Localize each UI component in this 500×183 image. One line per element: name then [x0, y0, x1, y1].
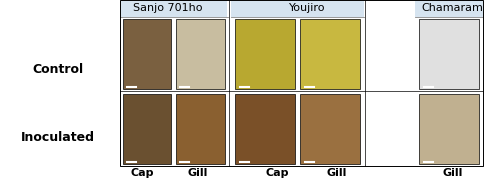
Bar [418, 19, 478, 89]
Text: Gill: Gill [442, 167, 462, 178]
FancyBboxPatch shape [231, 1, 364, 17]
Bar [122, 94, 171, 164]
Bar [300, 94, 360, 164]
Bar [176, 19, 224, 89]
Bar [235, 94, 295, 164]
Bar [122, 19, 171, 89]
Text: Control: Control [32, 63, 83, 76]
Bar [300, 19, 360, 89]
Text: Gill: Gill [188, 167, 208, 178]
Text: Chamaram: Chamaram [422, 3, 484, 13]
FancyBboxPatch shape [120, 1, 228, 17]
Text: Cap: Cap [266, 167, 289, 178]
FancyBboxPatch shape [415, 1, 482, 17]
Text: Inoculated: Inoculated [20, 131, 94, 144]
Bar [235, 19, 295, 89]
Text: Sanjo 701ho: Sanjo 701ho [133, 3, 202, 13]
Bar [418, 94, 478, 164]
Text: Gill: Gill [326, 167, 346, 178]
Bar [176, 94, 224, 164]
Text: Cap: Cap [131, 167, 154, 178]
Bar [120, 0, 482, 166]
Text: Youjiro: Youjiro [289, 3, 326, 13]
